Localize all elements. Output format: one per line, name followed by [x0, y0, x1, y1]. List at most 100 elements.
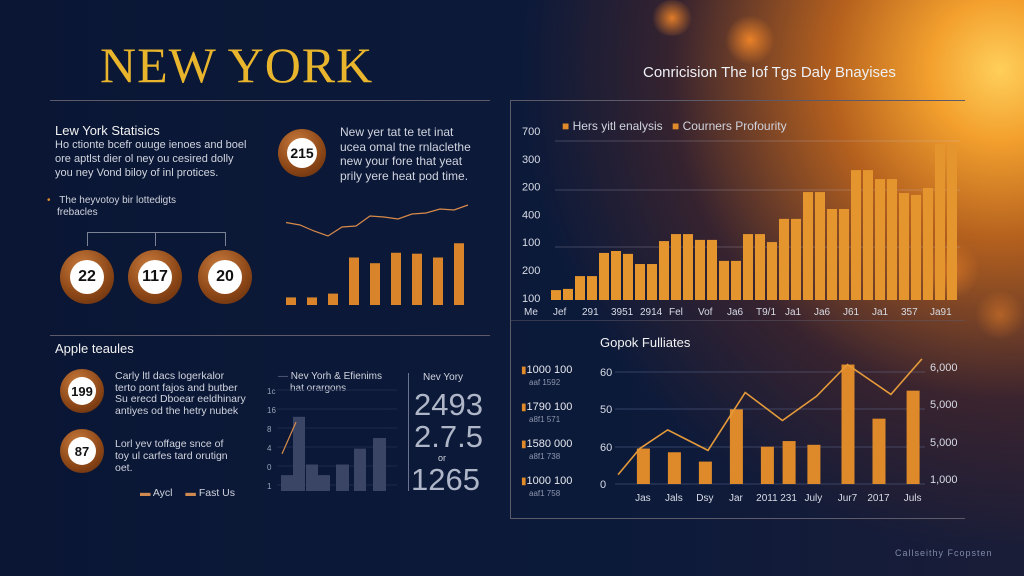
- legend-value: 1000 100: [526, 475, 573, 487]
- mini-bar: [349, 257, 359, 305]
- top-bar: [635, 264, 645, 300]
- legend-bar-icon: ▮: [521, 476, 527, 487]
- page-subtitle: Conricision The Iof Tgs Daly Bnayises: [643, 64, 896, 81]
- badge-value: 87: [68, 437, 96, 465]
- mini-bar: [391, 252, 401, 305]
- bokeh-light: [725, 15, 775, 65]
- bokeh-light: [975, 290, 1024, 340]
- y-tick-label: 200: [522, 182, 540, 194]
- divider: [510, 320, 965, 321]
- feature-badge: 199: [60, 369, 104, 413]
- x-tick-label: Jar: [729, 493, 744, 504]
- stat-badge: 215: [278, 129, 326, 177]
- legend-line-icon: ▬: [185, 487, 196, 499]
- top-bar: [899, 193, 909, 300]
- legend-label: Aycl: [152, 487, 173, 499]
- badge-value: 22: [70, 260, 104, 294]
- legend-sub: aaf 1592: [529, 378, 561, 387]
- x-tick-label: T9/1: [756, 307, 776, 318]
- x-tick-label: Ja91: [930, 307, 952, 318]
- bottom-bar: [782, 441, 796, 484]
- y-tick-label: 400: [522, 209, 540, 221]
- top-bar: [719, 260, 729, 300]
- top-bar: [695, 239, 705, 300]
- bullet-icon: •: [47, 195, 51, 206]
- divider: [50, 100, 490, 101]
- mid-bar: [293, 416, 305, 491]
- mid-bar: [336, 464, 349, 491]
- top-bar: [587, 276, 597, 300]
- divider: [510, 100, 965, 101]
- legend-label: Hers yitl enalysis: [572, 119, 663, 133]
- legend-line-icon: —: [278, 371, 288, 382]
- top-bar: [611, 250, 621, 300]
- legend-bar-icon: ▮: [521, 402, 527, 413]
- bracket-line: [87, 232, 225, 233]
- side-legend-item: ▮1580 000 a8f1 738: [521, 434, 572, 461]
- stats-paragraph: Ho ctionte bcefr ouuge ienoes and boel o…: [55, 138, 246, 180]
- divider: [408, 373, 409, 491]
- mid-bar: [373, 438, 386, 491]
- top-bar: [731, 260, 741, 300]
- footer-text: Callseithy Fcopsten: [895, 548, 993, 558]
- text-line: terto pont fajos and butber: [115, 381, 238, 394]
- legend-sub: a8f1 738: [529, 452, 561, 461]
- text-line: The heyvotoy bir lottedigts: [59, 195, 177, 206]
- x-tick-label: Jur7: [838, 493, 858, 504]
- bottom-bar: [760, 446, 774, 484]
- stat-badge: 20: [198, 250, 252, 304]
- stat-badge: 117: [128, 250, 182, 304]
- bracket-line: [87, 232, 88, 246]
- text-line: prily yere heat pod time.: [340, 168, 469, 183]
- big-number: 2.7.5: [414, 419, 483, 454]
- top-bar: [803, 192, 813, 300]
- mid-chart-legend: — Nev Yorh & Efienims hat orargons: [278, 371, 382, 395]
- text-line: antiyes od the hetry nubek: [115, 404, 239, 417]
- y-tick-label: 8: [267, 425, 272, 434]
- x-tick-label: July: [805, 493, 823, 504]
- top-chart-legend: ■ Hers yitl enalysis ■ Courners Profouri…: [562, 119, 787, 133]
- bottom-bar: [636, 448, 650, 484]
- top-bar: [575, 276, 585, 300]
- bracket-line: [225, 232, 226, 246]
- text-line: toy ul carfes tard orutign: [115, 450, 228, 462]
- text-line: Carly ltl dacs logerkalor: [115, 370, 225, 382]
- top-bar: [791, 218, 801, 300]
- x-tick-label: Ja1: [872, 307, 889, 318]
- top-bar: [779, 218, 789, 300]
- top-bar: [659, 241, 669, 300]
- y-tick-label: 16: [267, 406, 276, 415]
- legend-label: Courners Profourity: [682, 119, 787, 133]
- top-bar: [767, 242, 777, 300]
- big-number: 1265: [411, 462, 480, 497]
- x-tick-label: Ja1: [785, 307, 802, 318]
- bottom-bar: [698, 461, 712, 484]
- top-bar: [563, 288, 573, 300]
- bottom-bar: [807, 444, 821, 484]
- legend-sub: aaf1 758: [529, 489, 561, 498]
- bokeh-light: [650, 0, 694, 36]
- bottom-combo-chart: 60 6,000 50 5,000 60 5,000 0 1,000 Jas Jals Dsy Jar…: [600, 358, 958, 504]
- x-tick-label: Jals: [665, 493, 683, 504]
- mini-bar: [328, 293, 338, 305]
- top-bar: [935, 144, 945, 300]
- mini-bar: [370, 263, 380, 305]
- stats-right-text: New yer tat te tet inat ucea omal tne rn…: [340, 125, 471, 183]
- text-line: you ney Vond biloy of inl protices.: [55, 167, 219, 179]
- top-bar: [887, 179, 897, 300]
- y-tick-left: 60: [600, 367, 612, 379]
- legend-square-icon: ■: [671, 119, 680, 133]
- text-line: frebacles: [57, 207, 98, 218]
- bottom-bar: [906, 390, 920, 484]
- legend-value: 1580 000: [526, 438, 573, 450]
- x-tick-label: Ja6: [814, 307, 831, 318]
- text-line: new your fore that yeat: [340, 154, 463, 168]
- y-tick-left: 60: [600, 442, 612, 454]
- x-tick-label: Ja6: [727, 307, 744, 318]
- mid-chart: 1c 16 8 4 0 1: [267, 387, 397, 491]
- top-bar: [839, 208, 849, 300]
- mini-bar: [307, 297, 317, 305]
- bottom-bar: [729, 409, 743, 484]
- mid-bar: [306, 464, 318, 491]
- legend-value: 1790 100: [526, 401, 573, 413]
